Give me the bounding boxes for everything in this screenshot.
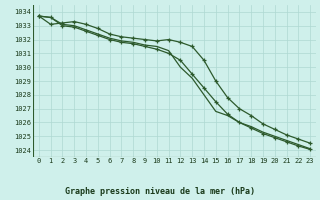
Text: Graphe pression niveau de la mer (hPa): Graphe pression niveau de la mer (hPa) xyxy=(65,187,255,196)
